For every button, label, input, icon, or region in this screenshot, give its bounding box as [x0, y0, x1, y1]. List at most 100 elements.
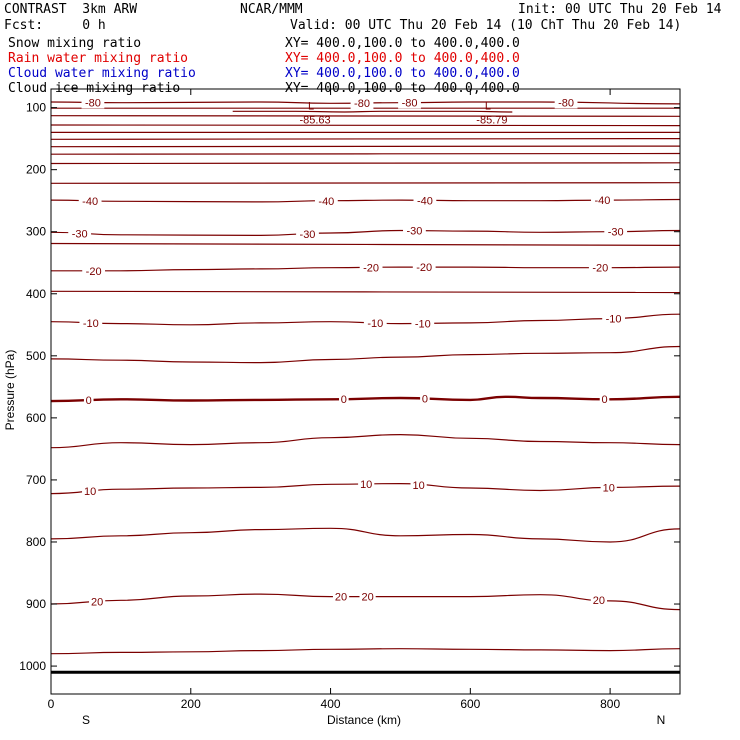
- contour-label: -80: [558, 97, 574, 109]
- contour-label: 0: [601, 394, 607, 406]
- contour-label: 10: [603, 482, 615, 494]
- contour-label-bg: [339, 393, 349, 406]
- contour-label-bg: [398, 96, 421, 109]
- contour-line: [50, 229, 681, 237]
- contour-label-bg: [410, 478, 427, 491]
- contour-line: [50, 198, 681, 203]
- x-tick-label: 0: [48, 697, 55, 711]
- contour-label-bg: [83, 394, 94, 407]
- contour-label-bg: [420, 392, 430, 405]
- contour-line: [50, 242, 681, 246]
- legend-snow-xy: XY= 400.0,100.0 to 400.0,400.0: [285, 36, 520, 51]
- contour-label: -80: [85, 97, 101, 109]
- contour-line: [50, 145, 681, 148]
- x-tick-label: 600: [460, 697, 480, 711]
- contour-line: [50, 395, 681, 403]
- legend-cloud-water-label: Cloud water mixing ratio: [8, 66, 196, 81]
- chart-title-left: CONTRAST 3km ARW: [4, 2, 138, 17]
- contour-label: -20: [416, 262, 432, 274]
- contour-line: [50, 162, 681, 165]
- contour-label-bg: [590, 593, 608, 606]
- legend-snow-label: Snow mixing ratio: [8, 36, 142, 51]
- contour-label-bg: [359, 261, 383, 274]
- contour-label-bg: [604, 225, 628, 238]
- contour-label: -20: [86, 266, 102, 278]
- contour-line: [50, 433, 681, 449]
- contour-line: [50, 152, 681, 155]
- init-time: Init: 00 UTC Thu 20 Feb 14: [518, 2, 722, 17]
- valid-time: Valid: 00 UTC Thu 20 Feb 14 (10 ChT Thu …: [290, 18, 682, 33]
- contour-label: 0: [341, 394, 347, 406]
- low-marker: L: [485, 100, 491, 112]
- contour-label: 20: [361, 592, 373, 604]
- x-tick-label: 800: [600, 697, 620, 711]
- y-tick-label: 100: [26, 101, 46, 115]
- contour-label-bg: [78, 194, 102, 207]
- contour-label: -30: [406, 226, 422, 238]
- contour-label-bg: [591, 194, 614, 207]
- contour-label-bg: [359, 590, 376, 603]
- contour-label-bg: [411, 317, 435, 330]
- contour-label: -40: [82, 196, 98, 208]
- contour-label: 0: [86, 395, 92, 407]
- contour-label-bg: [554, 96, 578, 109]
- contour-label-bg: [588, 261, 612, 274]
- contour-label: 10: [84, 486, 96, 498]
- legend-rain-label: Rain water mixing ratio: [8, 51, 189, 66]
- contour-label: -10: [415, 318, 431, 330]
- plot-frame: [50, 88, 681, 695]
- y-tick-label: 800: [26, 535, 46, 549]
- legend-cloud-water-xy: XY= 400.0,100.0 to 400.0,400.0: [285, 66, 520, 81]
- contour-line: [50, 290, 681, 294]
- y-axis-title: Pressure (hPa): [3, 350, 17, 431]
- contour-label: -30: [300, 229, 316, 241]
- contour-line: [50, 115, 681, 117]
- y-tick-label: 500: [26, 349, 46, 363]
- contour-label-bg: [79, 316, 103, 329]
- contour-label-bg: [363, 316, 387, 329]
- contour-label: -30: [608, 227, 624, 239]
- contour-label-bg: [602, 312, 626, 325]
- contour-line: [50, 648, 681, 655]
- y-tick-label: 400: [26, 287, 46, 301]
- contour-line: [50, 345, 681, 364]
- contour-label: 20: [91, 597, 103, 609]
- contour-label-bg: [296, 227, 319, 240]
- y-tick-label: 1000: [19, 659, 46, 673]
- y-tick-label: 900: [26, 597, 46, 611]
- contour-label-bg: [89, 595, 106, 608]
- low-marker: L: [308, 100, 314, 112]
- contour-line: [50, 527, 681, 543]
- chart-title-center: NCAR/MMM: [240, 2, 303, 17]
- contour-label: -80: [402, 98, 418, 110]
- x-axis-title: Distance (km): [327, 713, 401, 727]
- x-tick-label: 400: [321, 697, 341, 711]
- x-endpoint-right: N: [657, 713, 666, 727]
- x-tick-label: 200: [181, 697, 201, 711]
- contour-label-bg: [82, 485, 99, 498]
- contour-label-bg: [358, 477, 375, 490]
- contour-label-bg: [350, 96, 374, 109]
- low-value: -85.63: [299, 114, 330, 126]
- low-value: -85.79: [476, 114, 507, 126]
- contour-label: -40: [318, 196, 334, 208]
- contour-label: 10: [412, 480, 424, 492]
- contour-label: -30: [72, 228, 88, 240]
- contour-label-bg: [403, 224, 426, 237]
- contour-label: -10: [83, 318, 99, 330]
- x-endpoint-left: S: [82, 713, 90, 727]
- contour-label: 10: [360, 479, 372, 491]
- contour-label-bg: [599, 393, 610, 406]
- y-tick-label: 600: [26, 411, 46, 425]
- contour-line: [232, 110, 513, 113]
- contour-label-layer: -80 -80 -80 -80 -40 -40 -40 -40 -30 -30 -30 -30 -20 -…: [68, 96, 628, 609]
- contour-label-bg: [332, 590, 350, 603]
- contour-label: -40: [594, 195, 610, 207]
- contour-label-bg: [81, 96, 105, 109]
- contour-label-bg: [412, 261, 436, 274]
- contour-label-bg: [600, 481, 617, 494]
- contour-line: [50, 138, 681, 140]
- y-tick-label: 700: [26, 473, 46, 487]
